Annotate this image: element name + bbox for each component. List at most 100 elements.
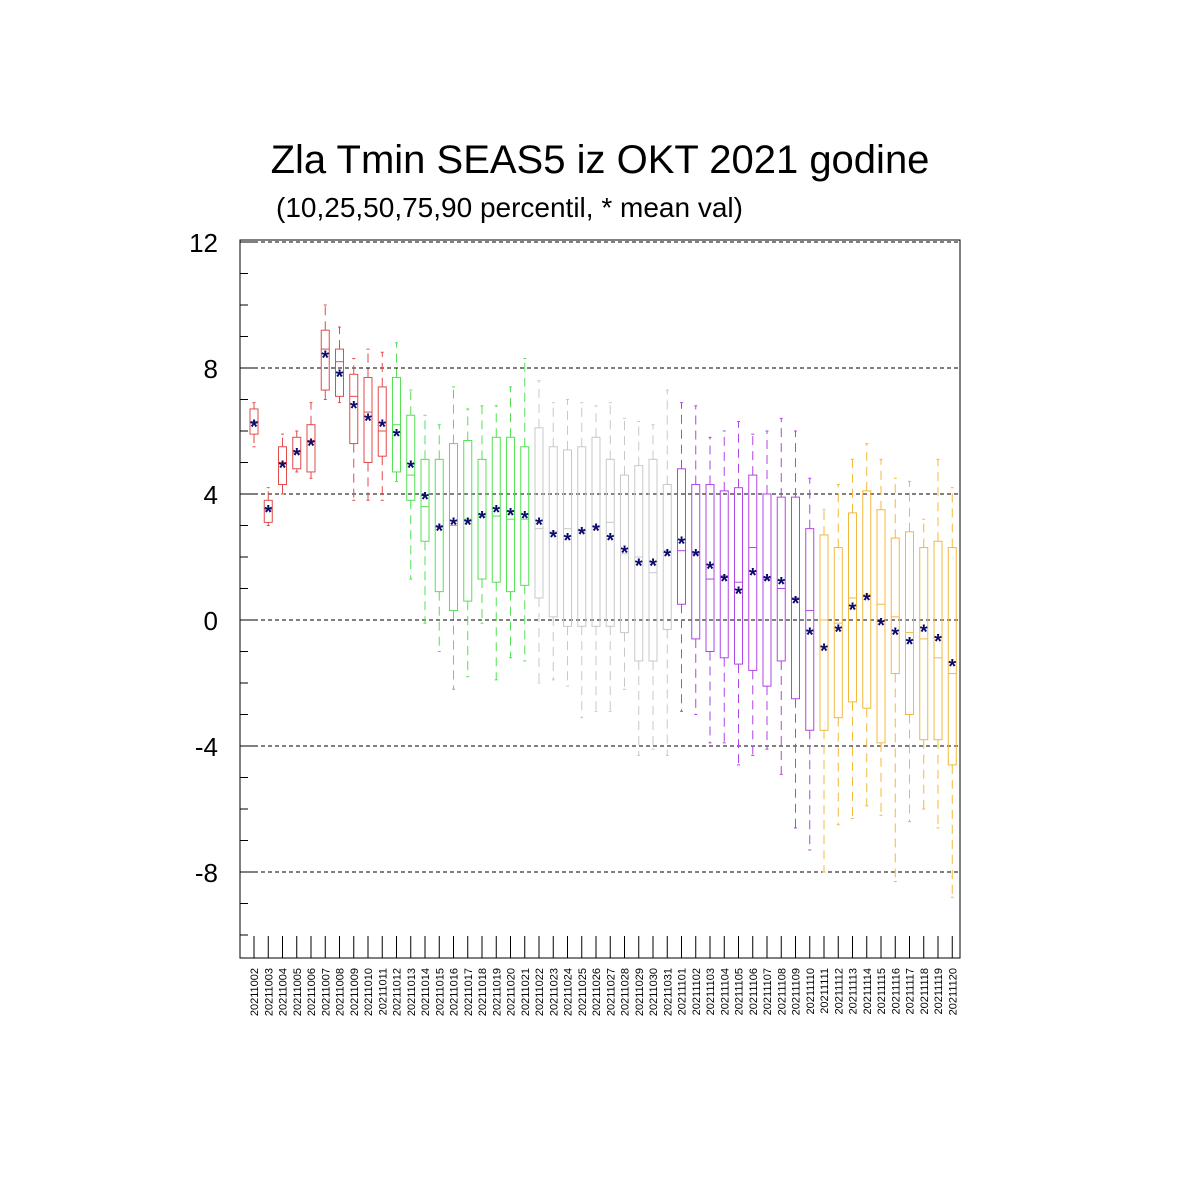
box-20211017	[463, 408, 473, 678]
x-tick-label: 20211019	[491, 968, 503, 1016]
mean-marker: *	[720, 571, 728, 593]
mean-marker: *	[934, 631, 942, 653]
y-tick-label: 12	[189, 228, 218, 258]
iqr-box	[833, 547, 843, 719]
box-20211031	[662, 389, 672, 756]
x-tick-label: 20211109	[791, 968, 803, 1015]
x-tick-label: 20211116	[890, 968, 902, 1015]
x-tick-label: 20211120	[947, 968, 959, 1015]
box-20211108	[776, 417, 786, 775]
box-20211107	[762, 430, 772, 750]
x-tick-label: 20211020	[506, 968, 518, 1016]
x-tick-label: 20211003	[263, 968, 275, 1016]
box-20211025	[577, 402, 587, 719]
x-tick-label: 20211026	[591, 968, 603, 1016]
iqr-box	[705, 484, 715, 652]
iqr-box	[933, 540, 943, 741]
box-20211022	[534, 380, 544, 684]
x-tick-label: 20211028	[620, 968, 632, 1016]
mean-marker: *	[478, 508, 486, 530]
x-tick-label: 20211119	[933, 968, 945, 1015]
x-tick-label: 20211118	[919, 968, 931, 1015]
x-tick-label: 20211008	[335, 968, 347, 1016]
box-20211112	[833, 484, 843, 826]
box-20211114	[862, 443, 872, 807]
mean-marker: *	[920, 621, 928, 643]
box-20211004	[278, 433, 287, 495]
mean-marker: *	[321, 347, 329, 369]
x-tick-label: 20211030	[648, 968, 660, 1016]
x-tick-label: 20211106	[748, 968, 760, 1015]
iqr-box	[605, 458, 615, 627]
box-20211026	[591, 405, 601, 712]
box-20211111	[819, 509, 829, 873]
iqr-box	[449, 443, 458, 612]
iqr-box	[491, 436, 501, 583]
mean-marker: *	[763, 571, 771, 593]
x-tick-label: 20211022	[534, 968, 546, 1016]
iqr-box	[278, 446, 287, 486]
box-20211015	[434, 424, 444, 652]
box-20211027	[605, 402, 615, 712]
mean-marker: *	[264, 502, 272, 524]
iqr-box	[805, 528, 815, 731]
y-tick-label: 4	[204, 480, 218, 510]
box-20211113	[848, 458, 857, 819]
box-20211020	[506, 386, 515, 659]
mean-markers: * * * * * * * * * * * * * * * * * * * * * * * * * * * * * * * * * * * * * * * *…	[250, 347, 956, 678]
mean-marker: *	[492, 502, 500, 524]
iqr-box	[947, 547, 957, 766]
x-tick-label: 20211104	[719, 968, 731, 1015]
box-20211021	[520, 358, 530, 662]
y-tick-label: 8	[204, 354, 218, 384]
iqr-box	[762, 493, 772, 687]
mean-marker: *	[450, 514, 458, 536]
mean-marker: *	[948, 656, 956, 678]
iqr-box	[520, 446, 530, 586]
x-tick-label: 20211102	[691, 968, 703, 1015]
iqr-box	[776, 496, 786, 662]
box-20211013	[406, 389, 416, 580]
box-20211118	[919, 518, 929, 810]
box-20211103	[705, 436, 715, 744]
mean-marker: *	[877, 615, 885, 637]
iqr-box	[563, 449, 572, 627]
mean-marker: *	[635, 555, 643, 577]
mean-marker: *	[606, 530, 614, 552]
box-20211019	[491, 405, 501, 681]
box-20211023	[548, 402, 558, 681]
iqr-box	[719, 490, 729, 659]
box-20211009	[349, 358, 359, 501]
iqr-box	[876, 509, 886, 744]
iqr-box	[662, 484, 672, 630]
box-20211106	[748, 433, 758, 756]
box-20211117	[905, 480, 914, 823]
mean-marker: *	[849, 599, 857, 621]
mean-marker: *	[863, 590, 871, 612]
x-tick-label: 20211107	[762, 968, 774, 1015]
mean-marker: *	[820, 640, 828, 662]
iqr-box	[377, 386, 387, 457]
plot-frame	[239, 239, 961, 959]
mean-marker: *	[279, 458, 287, 480]
x-tick-label: 20211016	[449, 968, 461, 1016]
y-tick-label: -8	[195, 858, 218, 888]
iqr-box	[919, 547, 929, 741]
box-20211005	[292, 430, 302, 473]
x-tick-label: 20211013	[406, 968, 418, 1016]
mean-marker: *	[692, 546, 700, 568]
iqr-box	[320, 329, 330, 391]
x-tick-label: 20211111	[819, 968, 831, 1014]
box-20211030	[648, 424, 658, 750]
mean-marker: *	[749, 565, 757, 587]
x-tick-label: 20211101	[677, 968, 689, 1015]
iqr-box	[691, 484, 701, 640]
box-20211007	[320, 304, 330, 400]
x-tick-label: 20211023	[548, 968, 560, 1016]
mean-marker: *	[735, 584, 743, 606]
iqr-box	[819, 534, 829, 731]
box-20211018	[477, 405, 487, 624]
x-tick-label: 20211004	[278, 968, 290, 1016]
mean-marker: *	[336, 366, 344, 388]
